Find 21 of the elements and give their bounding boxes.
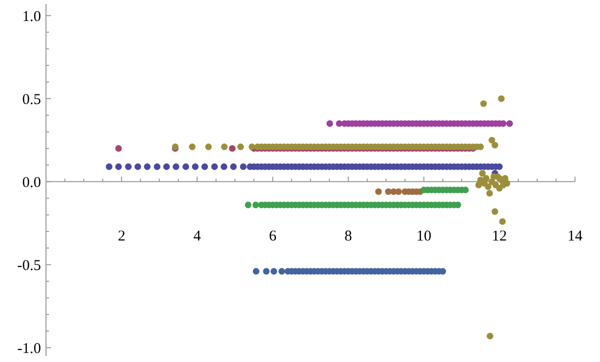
y-tick-label: 0.0 bbox=[22, 174, 41, 191]
x-tick-label: 2 bbox=[118, 228, 126, 245]
point bbox=[262, 268, 270, 275]
x-tick-label: 4 bbox=[193, 228, 202, 245]
y-tick-label: -0.5 bbox=[17, 258, 41, 274]
point bbox=[506, 120, 513, 127]
point bbox=[326, 120, 334, 127]
point bbox=[278, 268, 286, 275]
point bbox=[252, 268, 260, 275]
x-tick-label: 14 bbox=[568, 228, 583, 245]
point bbox=[385, 188, 392, 195]
x-tick-label: 8 bbox=[344, 228, 352, 245]
point bbox=[375, 188, 382, 195]
x-tick-label: 12 bbox=[492, 228, 507, 245]
point bbox=[395, 188, 402, 195]
x-tick-label: 10 bbox=[416, 228, 432, 245]
x-tick-label: 6 bbox=[268, 228, 277, 245]
point bbox=[270, 268, 278, 275]
y-tick-label: 0.5 bbox=[22, 92, 41, 108]
y-tick-label: 1.0 bbox=[22, 8, 41, 25]
y-tick-label: -1.0 bbox=[17, 340, 41, 357]
